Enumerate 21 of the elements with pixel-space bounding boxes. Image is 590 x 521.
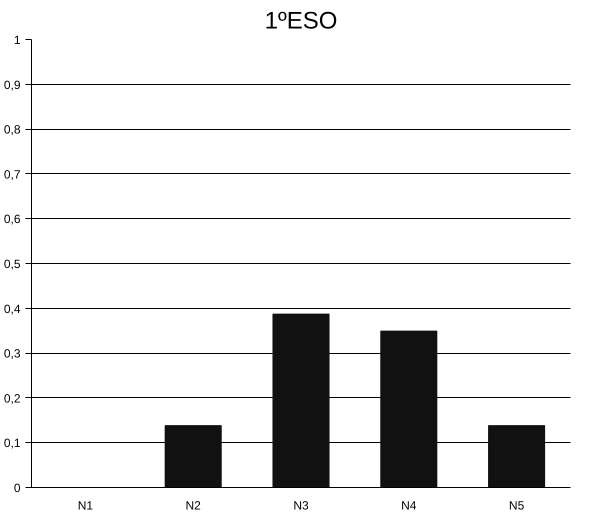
y-tick-label: 0,8 [4, 122, 21, 137]
y-tick-label: 0,5 [4, 257, 21, 271]
x-tick-label: N4 [401, 498, 417, 512]
y-tick-label: 1 [14, 33, 21, 47]
y-tick-label: 0 [14, 481, 21, 495]
x-tick-label: N2 [186, 498, 202, 512]
bar [488, 425, 546, 488]
bar [272, 314, 330, 488]
x-tick-label: N1 [78, 498, 94, 512]
bar [380, 330, 438, 488]
y-tick-label: 0,6 [4, 212, 21, 226]
bar [164, 425, 222, 488]
y-tick-label: 0,1 [4, 436, 21, 450]
chart-title: 1ºESO [264, 8, 338, 34]
y-tick-label: 0,9 [4, 78, 21, 92]
y-tick-label: 0,7 [4, 167, 21, 182]
x-tick-label: N3 [293, 498, 309, 512]
x-tick-label: N5 [508, 498, 525, 512]
y-tick-label: 0,4 [4, 302, 21, 316]
y-tick-label: 0,3 [4, 346, 21, 361]
y-tick-label: 0,2 [4, 391, 21, 406]
